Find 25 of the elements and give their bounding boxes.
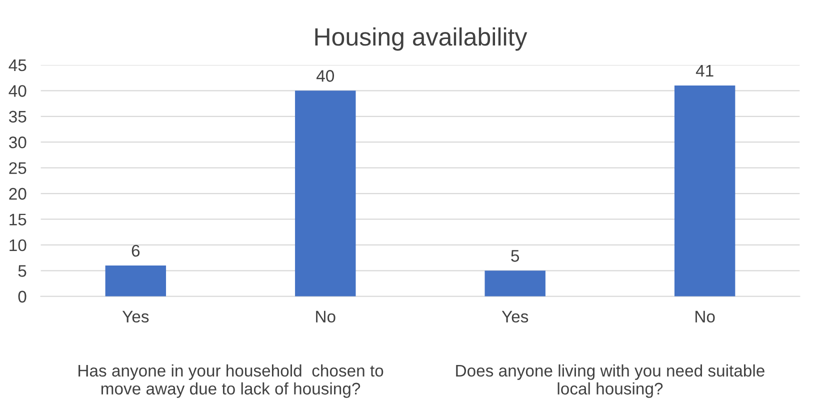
bar: [105, 266, 166, 296]
x-tick-label: Yes: [502, 310, 528, 323]
bar: [484, 270, 546, 296]
x-tick-label: No: [316, 310, 336, 323]
y-tick-label: 15: [10, 214, 26, 226]
bar: [674, 86, 736, 296]
data-label: 41: [696, 65, 714, 77]
x-tick-label: Yes: [122, 310, 149, 323]
data-label: 40: [316, 70, 334, 82]
x-tick-label: No: [696, 310, 715, 323]
y-tick-label: 40: [8, 85, 26, 97]
y-tick-label: 45: [8, 60, 26, 72]
data-label: 6: [132, 244, 140, 257]
bar: [295, 90, 356, 296]
chart-title: Housing availability: [315, 27, 528, 51]
y-tick-label: 5: [18, 265, 26, 277]
text: Has anyone in your household chosen to move away due to lack of housing?: [78, 364, 384, 398]
y-tick-label: 25: [9, 162, 26, 174]
y-tick-label: 10: [10, 239, 26, 252]
data-label: 5: [511, 250, 520, 262]
y-tick-label: 30: [9, 136, 26, 148]
y-tick-label: 0: [18, 290, 26, 303]
y-tick-label: 35: [9, 110, 26, 123]
y-tick-label: 20: [9, 188, 26, 200]
text: Does anyone living with you need suitable local housing?: [456, 364, 764, 398]
